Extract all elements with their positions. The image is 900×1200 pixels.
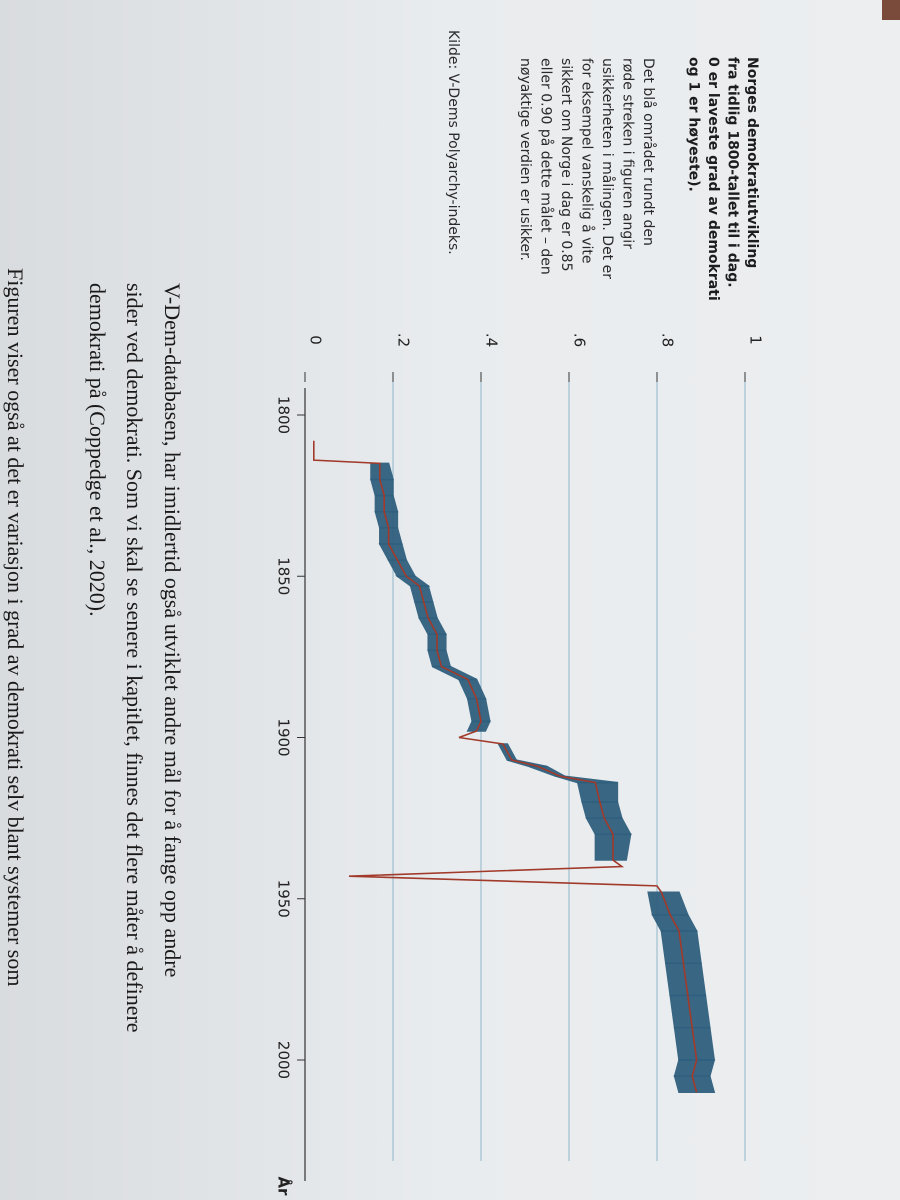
caption-text: Det blå området rundt den [640, 58, 657, 246]
x-tick-label: 2000 [275, 1041, 293, 1079]
x-tick-label: 1900 [275, 718, 293, 756]
body-text: V-Dem-databasen, har imidlertid også utv… [160, 283, 185, 977]
caption-title: 0 er laveste grad av demokrati [705, 57, 721, 301]
caption-text: røde streken i figuren angir [620, 58, 636, 249]
caption-title: Norges demokratiutvikling [744, 57, 760, 268]
uncertainty-band [370, 462, 394, 481]
y-tick-label: .8 [659, 333, 677, 347]
uncertainty-band [374, 494, 399, 513]
index-line [312, 440, 698, 1093]
y-tick-label: .6 [571, 333, 589, 347]
caption-text: eller 0.90 på dette målet – den [538, 58, 555, 275]
x-tick-label: 1950 [275, 880, 293, 918]
x-tick-label: 1850 [275, 557, 293, 595]
caption-title: og 1 er høyeste). [686, 57, 702, 192]
y-tick-label: 1 [747, 335, 765, 345]
body-text: sider ved demokrati. Som vi skal se sene… [122, 283, 147, 1033]
source: Kilde: V-Dems Polyarchy-indeks. [445, 30, 461, 255]
caption-text: for eksempel vanskelig å vite [579, 58, 596, 263]
x-axis-label: År [275, 1176, 294, 1196]
caption-title: fra tidlig 1800-tallet til i dag. [725, 57, 741, 288]
body-text: demokrati på (Coppedge et al., 2020). [85, 283, 110, 617]
cover-edge [882, 0, 900, 20]
y-tick-label: 0 [307, 335, 325, 345]
y-tick-label: .4 [483, 333, 501, 347]
caption-text: sikkert om Norge i dag er 0.85 [558, 58, 574, 272]
body-text: Figuren viser også at det er variasjon i… [3, 268, 28, 986]
y-tick-label: .2 [395, 333, 413, 347]
caption-text: usikkerheten i målingen. Det er [599, 58, 616, 279]
caption-text: nøyaktige verdien er usikker. [517, 58, 533, 261]
uncertainty-band [379, 527, 403, 545]
x-tick-label: 1800 [275, 396, 293, 434]
